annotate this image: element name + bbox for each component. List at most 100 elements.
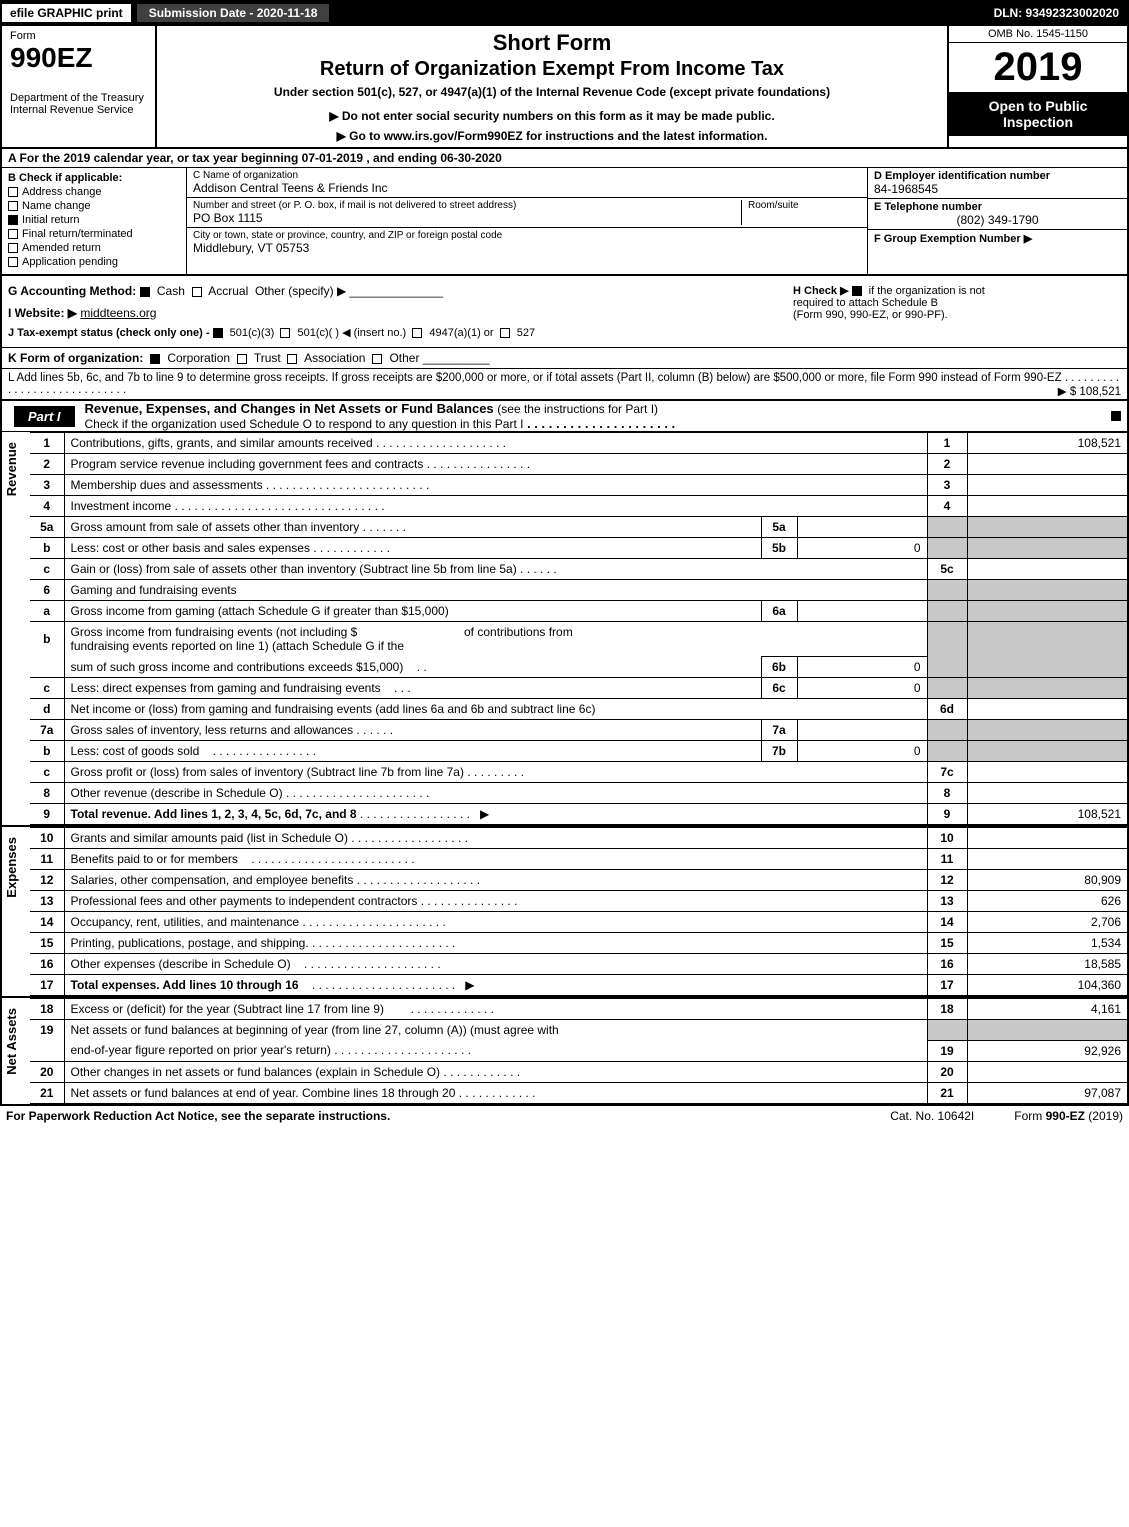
- table-row: 17Total expenses. Add lines 10 through 1…: [30, 975, 1127, 996]
- table-row: 7aGross sales of inventory, less returns…: [30, 720, 1127, 741]
- street-label: Number and street (or P. O. box, if mail…: [193, 200, 741, 211]
- other-label: Other (specify) ▶: [255, 284, 346, 298]
- open-to-public: Open to Public: [955, 98, 1121, 114]
- k-line: K Form of organization: Corporation Trus…: [2, 348, 1127, 369]
- header-left: Form 990EZ Department of the Treasury In…: [2, 26, 157, 147]
- line-desc3: fundraising events reported on line 1) (…: [71, 639, 405, 653]
- goto-text: ▶ Go to www.irs.gov/Form990EZ for instru…: [337, 129, 768, 143]
- return-title: Return of Organization Exempt From Incom…: [167, 58, 937, 81]
- table-row: 11Benefits paid to or for members . . . …: [30, 849, 1127, 870]
- h-label: H Check ▶: [793, 285, 849, 297]
- address-change-checkbox[interactable]: [8, 187, 18, 197]
- line-desc: Program service revenue including govern…: [71, 457, 424, 471]
- initial-return-checkbox[interactable]: [8, 215, 18, 225]
- corp-checkbox[interactable]: [150, 354, 160, 364]
- short-form-title: Short Form: [167, 30, 937, 56]
- e-label: E Telephone number: [874, 201, 1121, 213]
- amended-return-checkbox[interactable]: [8, 243, 18, 253]
- line-desc: Contributions, gifts, grants, and simila…: [71, 436, 373, 450]
- table-row: 14Occupancy, rent, utilities, and mainte…: [30, 912, 1127, 933]
- group-exemption-row: F Group Exemption Number ▶: [868, 230, 1127, 247]
- irs-label: Internal Revenue Service: [10, 104, 147, 116]
- assoc-checkbox[interactable]: [287, 354, 297, 364]
- f-label: F Group Exemption Number ▶: [874, 232, 1121, 245]
- h-checkbox[interactable]: [852, 286, 862, 296]
- final-return-row: Final return/terminated: [8, 228, 180, 240]
- table-row: 13Professional fees and other payments t…: [30, 891, 1127, 912]
- line-desc: Less: cost or other basis and sales expe…: [71, 541, 310, 555]
- table-row: cLess: direct expenses from gaming and f…: [30, 678, 1127, 699]
- other-org-checkbox[interactable]: [372, 354, 382, 364]
- amended-return-row: Amended return: [8, 242, 180, 254]
- entity-mid: C Name of organization Addison Central T…: [187, 168, 867, 274]
- phone-value: (802) 349-1790: [874, 213, 1121, 227]
- table-row: dNet income or (loss) from gaming and fu…: [30, 699, 1127, 720]
- 4947-checkbox[interactable]: [412, 328, 422, 338]
- table-row: 2Program service revenue including gover…: [30, 454, 1127, 475]
- schedule-o-checkbox[interactable]: [1111, 411, 1121, 421]
- form-number: 990EZ: [10, 42, 147, 74]
- line-desc: Gross sales of inventory, less returns a…: [71, 723, 354, 737]
- goto-link[interactable]: ▶ Go to www.irs.gov/Form990EZ for instru…: [167, 129, 937, 143]
- final-return-checkbox[interactable]: [8, 229, 18, 239]
- part1-sub: (see the instructions for Part I): [497, 402, 658, 416]
- cash-checkbox[interactable]: [140, 287, 150, 297]
- line-desc: Membership dues and assessments: [71, 478, 263, 492]
- omb-number: OMB No. 1545-1150: [949, 26, 1127, 43]
- assoc-label: Association: [304, 351, 365, 365]
- 501c-checkbox[interactable]: [280, 328, 290, 338]
- application-pending-checkbox[interactable]: [8, 257, 18, 267]
- revenue-section: Revenue 1Contributions, gifts, grants, a…: [2, 432, 1127, 827]
- line-desc: Total expenses. Add lines 10 through 16: [71, 978, 299, 992]
- l-line: L Add lines 5b, 6c, and 7b to line 9 to …: [2, 369, 1127, 401]
- line-desc: Printing, publications, postage, and shi…: [71, 936, 309, 950]
- accrual-label: Accrual: [208, 284, 248, 298]
- line-desc: Other changes in net assets or fund bala…: [71, 1065, 441, 1079]
- gh-block: G Accounting Method: Cash Accrual Other …: [2, 276, 1127, 348]
- top-bar: efile GRAPHIC print Submission Date - 20…: [2, 2, 1127, 26]
- name-change-checkbox[interactable]: [8, 201, 18, 211]
- other-org-label: Other: [389, 351, 419, 365]
- accrual-checkbox[interactable]: [192, 287, 202, 297]
- revenue-side-label: Revenue: [2, 432, 30, 825]
- i-label: I Website: ▶: [8, 306, 77, 320]
- line-desc: Less: cost of goods sold: [71, 744, 200, 758]
- 501c3-checkbox[interactable]: [213, 328, 223, 338]
- city-row: City or town, state or province, country…: [187, 228, 867, 257]
- line-desc: Gross income from gaming (attach Schedul…: [71, 604, 449, 618]
- l-text: L Add lines 5b, 6c, and 7b to line 9 to …: [8, 372, 1062, 384]
- entity-block: B Check if applicable: Address change Na…: [2, 168, 1127, 276]
- part1-header: Part I Revenue, Expenses, and Changes in…: [2, 401, 1127, 432]
- line-desc: Total revenue. Add lines 1, 2, 3, 4, 5c,…: [71, 807, 357, 821]
- h-text3: (Form 990, 990-EZ, or 990-PF).: [793, 309, 948, 321]
- line-desc: Excess or (deficit) for the year (Subtra…: [71, 1002, 384, 1016]
- line-desc: Other revenue (describe in Schedule O): [71, 786, 283, 800]
- table-row: 9Total revenue. Add lines 1, 2, 3, 4, 5c…: [30, 804, 1127, 825]
- table-row: 15Printing, publications, postage, and s…: [30, 933, 1127, 954]
- trust-checkbox[interactable]: [237, 354, 247, 364]
- website-link[interactable]: middteens.org: [80, 306, 156, 320]
- form-label: Form: [10, 30, 147, 42]
- line-desc: Net assets or fund balances at beginning…: [71, 1023, 559, 1037]
- inspection-label: Inspection: [955, 114, 1121, 130]
- department-label: Department of the Treasury: [10, 92, 147, 104]
- d-label: D Employer identification number: [874, 170, 1121, 182]
- 527-checkbox[interactable]: [500, 328, 510, 338]
- line-desc: Gross amount from sale of assets other t…: [71, 520, 360, 534]
- netassets-text: Net Assets: [2, 998, 21, 1085]
- ein-value: 84-1968545: [874, 182, 1121, 196]
- address-change-row: Address change: [8, 186, 180, 198]
- header-mid: Short Form Return of Organization Exempt…: [157, 26, 947, 147]
- do-not-enter: ▶ Do not enter social security numbers o…: [167, 109, 937, 123]
- line-desc2: of contributions from: [464, 625, 573, 639]
- line-desc: Benefits paid to or for members: [71, 852, 238, 866]
- line-desc: Occupancy, rent, utilities, and maintena…: [71, 915, 300, 929]
- under-section: Under section 501(c), 527, or 4947(a)(1)…: [167, 85, 937, 99]
- table-row: 10Grants and similar amounts paid (list …: [30, 828, 1127, 849]
- name-change-label: Name change: [22, 200, 91, 212]
- ein-row: D Employer identification number 84-1968…: [868, 168, 1127, 199]
- 527-label: 527: [517, 327, 535, 339]
- phone-row: E Telephone number (802) 349-1790: [868, 199, 1127, 230]
- expenses-side-label: Expenses: [2, 827, 30, 996]
- table-row: 21Net assets or fund balances at end of …: [30, 1082, 1127, 1103]
